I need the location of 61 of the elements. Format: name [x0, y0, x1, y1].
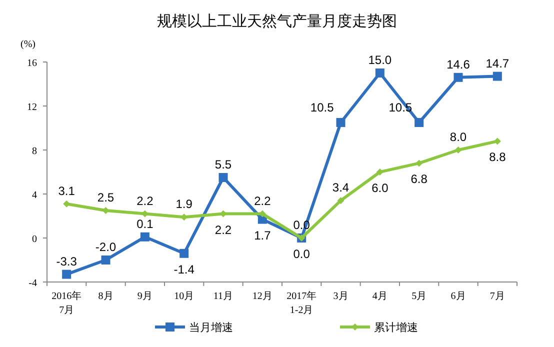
point	[376, 168, 384, 176]
x-tick-label: 6月	[450, 291, 466, 302]
point	[494, 138, 501, 145]
x-tick-label: 3月	[333, 291, 348, 302]
point	[62, 270, 72, 279]
data-label: 14.6	[446, 57, 470, 72]
legend-label: 累计增速	[374, 321, 418, 334]
y-tick-label: 0	[32, 234, 37, 245]
point	[218, 173, 228, 182]
point	[336, 118, 346, 127]
data-label: 8.0	[450, 130, 467, 144]
data-label: 5.5	[214, 158, 232, 172]
data-label: 6.8	[410, 172, 428, 186]
x-tick-label: 5月	[412, 291, 427, 302]
point	[101, 256, 110, 264]
point	[414, 118, 424, 127]
y-tick-label: 4	[32, 190, 37, 201]
x-tick-label: 2016年 7月	[52, 290, 82, 316]
x-tick-label: 2017年 1-2月	[286, 290, 317, 316]
y-tick-label: 12	[27, 102, 37, 113]
point	[180, 248, 189, 258]
y-axis-title: (%)	[20, 39, 36, 50]
data-label: -3.3	[56, 254, 78, 268]
x-tick-label: 10月	[174, 291, 194, 302]
data-label: 14.7	[486, 56, 510, 70]
y-tick-label: -4	[28, 278, 37, 289]
data-label: 10.5	[310, 100, 334, 114]
data-label: 1.7	[254, 228, 272, 242]
x-tick-label: 8月	[98, 291, 114, 302]
data-label: 0.1	[136, 216, 154, 231]
data-label: 3.1	[58, 184, 76, 198]
point	[63, 200, 70, 208]
data-label: 2.5	[97, 190, 114, 204]
point	[454, 72, 463, 82]
y-tick-label: 16	[27, 58, 37, 69]
data-label: 3.4	[332, 180, 350, 195]
data-label: 6.0	[372, 181, 389, 195]
point	[140, 232, 150, 242]
data-label: 2.2	[214, 222, 232, 237]
point	[375, 68, 384, 78]
data-label: 0.0	[293, 247, 310, 261]
x-tick-label: 4月	[372, 291, 388, 302]
x-tick-label: 12月	[252, 291, 272, 302]
point	[454, 146, 462, 154]
y-tick-label: 8	[32, 146, 37, 157]
x-tick-label: 7月	[490, 291, 505, 302]
legend-label: 当月增速	[189, 321, 233, 334]
data-label: 8.8	[489, 150, 506, 164]
data-label: 1.9	[176, 197, 193, 212]
data-label: 2.2	[136, 194, 154, 208]
data-label: 2.2	[254, 194, 272, 208]
point	[337, 197, 344, 204]
data-label: 15.0	[368, 53, 392, 67]
point	[102, 207, 110, 214]
x-tick-label: 9月	[137, 291, 152, 302]
data-label: -1.4	[174, 262, 195, 276]
point	[492, 72, 502, 81]
data-label: -2.0	[95, 240, 116, 254]
chart-title: 规模以上工业天然气产量月度走势图	[157, 13, 397, 30]
point	[416, 160, 423, 167]
x-tick-label: 11月	[213, 291, 234, 302]
